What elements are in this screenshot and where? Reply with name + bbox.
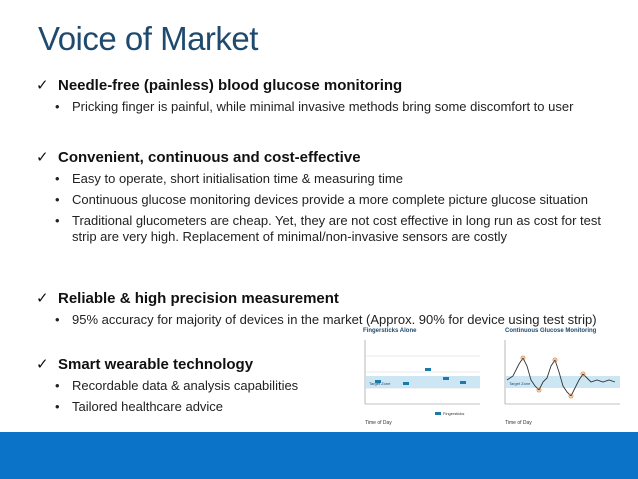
cgm-chart bbox=[504, 340, 620, 405]
target-zone-label-left: Target Zone bbox=[369, 381, 391, 386]
section-needle-free: ✓ Needle-free (painless) blood glucose m… bbox=[36, 77, 626, 161]
bullet-item: • Traditional glucometers are cheap. Yet,… bbox=[55, 213, 601, 244]
bullet-item: • Recordable data & analysis capabilities bbox=[55, 378, 299, 393]
bullet-item: • Continuous glucose monitoring devices p… bbox=[55, 192, 588, 207]
checkmark-icon: ✓ bbox=[36, 290, 49, 307]
checkmark-icon: ✓ bbox=[36, 149, 49, 166]
glucose-comparison-figure: Fingersticks Alone Continuous Glucose Mo… bbox=[335, 328, 625, 428]
slide-title: Voice of Market bbox=[38, 20, 258, 57]
bullet-item: • Pricking finger is painful, while minim… bbox=[55, 99, 574, 114]
fingersticks-chart bbox=[364, 340, 480, 415]
bullet-item: • Easy to operate, short initialisation t… bbox=[55, 171, 403, 186]
heading-text: Needle-free (painless) blood glucose mon… bbox=[58, 77, 403, 94]
section-heading: ✓ Reliable & high precision measurement bbox=[36, 290, 626, 308]
checkmark-icon: ✓ bbox=[36, 77, 49, 94]
right-chart-title: Continuous Glucose Monitoring bbox=[505, 328, 597, 334]
heading-text: Convenient, continuous and cost-effectiv… bbox=[58, 149, 361, 166]
section-heading: ✓ Smart wearable technology bbox=[36, 356, 626, 374]
chart-graphic: Target Zone Time of Day Fingersticks Tar… bbox=[364, 340, 620, 426]
x-axis-label-left: Time of Day bbox=[365, 420, 392, 426]
section-convenient: ✓ Convenient, continuous and cost-effect… bbox=[36, 149, 626, 290]
heading-text: Reliable & high precision measurement bbox=[58, 290, 339, 307]
content-list: ✓ Needle-free (painless) blood glucose m… bbox=[36, 77, 626, 420]
checkmark-icon: ✓ bbox=[36, 356, 49, 373]
heading-text: Smart wearable technology bbox=[58, 356, 254, 373]
section-heading: ✓ Needle-free (painless) blood glucose m… bbox=[36, 77, 626, 95]
footer-bar bbox=[0, 432, 638, 479]
target-zone-label-right: Target Zone bbox=[509, 381, 531, 386]
left-chart-title: Fingersticks Alone bbox=[363, 328, 417, 334]
bullet-item: • 95% accuracy for majority of devices in… bbox=[55, 312, 597, 327]
bullet-item: • Tailored healthcare advice bbox=[55, 399, 224, 414]
legend-label: Fingersticks bbox=[443, 411, 464, 416]
section-heading: ✓ Convenient, continuous and cost-effect… bbox=[36, 149, 626, 167]
x-axis-label-right: Time of Day bbox=[505, 420, 532, 426]
section-wearable: ✓ Smart wearable technology • Recordable … bbox=[36, 356, 626, 415]
section-reliable: ✓ Reliable & high precision measurement … bbox=[36, 290, 626, 356]
